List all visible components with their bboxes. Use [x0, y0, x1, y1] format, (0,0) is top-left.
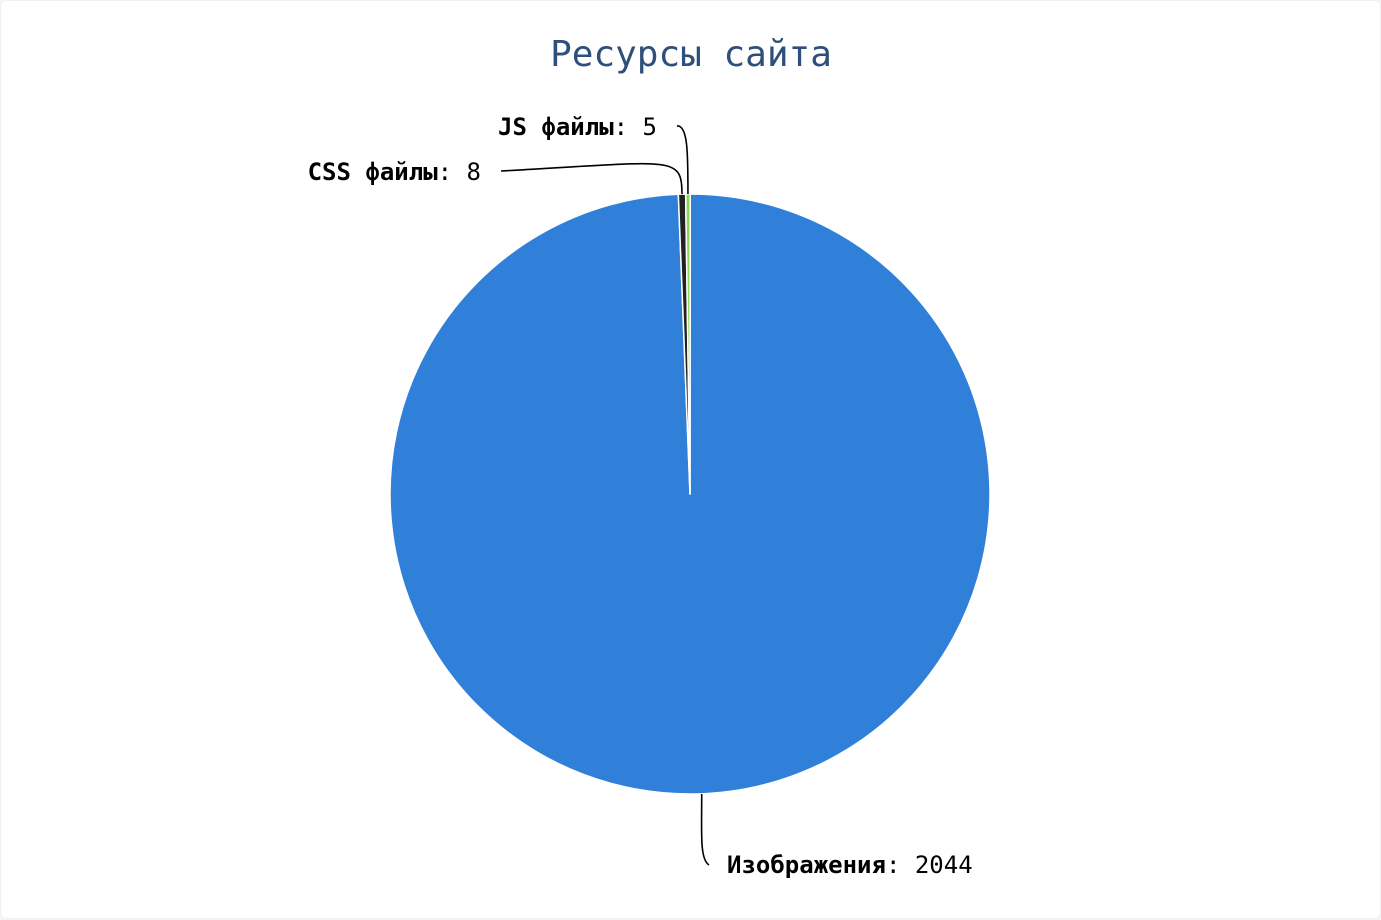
slice-label-value: 2044	[915, 851, 973, 879]
slice-labels: Изображения: 2044 CSS файлы: 8 JS файлы: 5	[308, 113, 973, 879]
slice-label-separator: :	[438, 158, 467, 186]
slice-label-name: Изображения	[727, 851, 886, 879]
slice-label-2: JS файлы: 5	[498, 113, 657, 141]
label-connector-0	[700, 793, 710, 866]
label-connector-1	[500, 162, 683, 195]
label-connectors	[500, 125, 710, 866]
slice-label-name: JS файлы	[498, 113, 614, 141]
slice-label-separator: :	[886, 851, 915, 879]
chart-title: Ресурсы сайта	[550, 34, 832, 75]
slice-label-name: CSS файлы	[308, 158, 439, 186]
slice-label-1: CSS файлы: 8	[308, 158, 481, 186]
slice-label-value: 5	[643, 113, 657, 141]
slice-label-0: Изображения: 2044	[727, 851, 973, 879]
slice-label-separator: :	[614, 113, 643, 141]
slice-label-value: 8	[467, 158, 481, 186]
pie-slices	[389, 193, 991, 795]
label-connector-2	[676, 125, 689, 195]
